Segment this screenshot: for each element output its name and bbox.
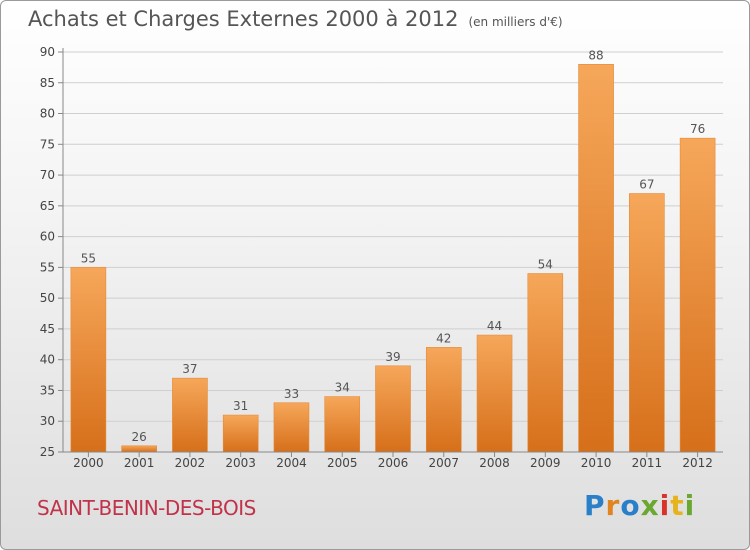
logo-letter: t <box>670 489 685 522</box>
x-tick-label: 2011 <box>632 456 663 470</box>
y-tick-label: 80 <box>40 107 55 121</box>
bar-value-label: 55 <box>81 251 96 265</box>
x-tick-label: 2010 <box>581 456 612 470</box>
bar-value-label: 37 <box>182 362 197 376</box>
bar <box>70 267 107 453</box>
bar-value-label: 39 <box>385 350 400 364</box>
y-tick-label: 25 <box>40 445 55 459</box>
bar-value-label: 42 <box>436 331 451 345</box>
logo-letter: o <box>620 489 641 522</box>
bar <box>273 402 310 453</box>
x-tick-label: 2006 <box>378 456 409 470</box>
y-tick-label: 90 <box>40 45 55 59</box>
y-tick-label: 60 <box>40 230 55 244</box>
y-tick-label: 40 <box>40 353 55 367</box>
x-tick-label: 2008 <box>479 456 510 470</box>
bar <box>222 414 259 453</box>
y-tick-label: 75 <box>40 137 55 151</box>
proxiti-logo: Proxiti <box>584 489 695 522</box>
y-tick-label: 65 <box>40 199 55 213</box>
y-tick-label: 50 <box>40 291 55 305</box>
bar-value-label: 31 <box>233 399 248 413</box>
logo-letter: x <box>640 489 660 522</box>
bar-value-label: 34 <box>335 381 350 395</box>
bar <box>324 396 361 453</box>
bar-value-label: 33 <box>284 387 299 401</box>
logo-letter: i <box>684 489 696 522</box>
x-tick-label: 2001 <box>124 456 155 470</box>
bar <box>476 334 513 453</box>
y-tick-label: 45 <box>40 322 55 336</box>
bar <box>375 365 411 453</box>
logo-letter: P <box>584 489 606 522</box>
x-tick-label: 2000 <box>73 456 104 470</box>
bar-value-label: 26 <box>132 430 147 444</box>
chart-title: Achats et Charges Externes 2000 à 2012 (e… <box>28 7 563 31</box>
title-unit: (en milliers d'€) <box>468 15 563 29</box>
commune-name: SAINT-BENIN-DES-BOIS <box>37 496 256 520</box>
y-tick-label: 55 <box>40 260 55 274</box>
logo-letter: r <box>605 489 621 522</box>
y-tick-label: 85 <box>40 76 55 90</box>
title-text: Achats et Charges Externes 2000 à 2012 <box>28 7 459 31</box>
x-tick-label: 2012 <box>682 456 713 470</box>
x-tick-label: 2009 <box>530 456 561 470</box>
y-tick-label: 35 <box>40 383 55 397</box>
bar <box>629 193 665 453</box>
bar-value-label: 67 <box>639 178 654 192</box>
x-tick-label: 2003 <box>225 456 256 470</box>
bar <box>425 347 462 453</box>
bar-value-label: 76 <box>690 122 705 136</box>
y-tick-label: 70 <box>40 168 55 182</box>
x-tick-label: 2004 <box>276 456 307 470</box>
bar-value-label: 54 <box>538 258 553 272</box>
bar <box>578 64 614 453</box>
bar <box>679 137 716 453</box>
y-tick-label: 30 <box>40 414 55 428</box>
logo-letter: i <box>659 489 671 522</box>
x-tick-label: 2002 <box>175 456 206 470</box>
x-tick-label: 2005 <box>327 456 358 470</box>
bar-value-label: 44 <box>487 319 502 333</box>
bar <box>527 273 564 453</box>
bar <box>121 445 157 453</box>
bar <box>172 377 208 453</box>
bar-value-label: 88 <box>588 48 603 62</box>
x-tick-label: 2007 <box>428 456 459 470</box>
